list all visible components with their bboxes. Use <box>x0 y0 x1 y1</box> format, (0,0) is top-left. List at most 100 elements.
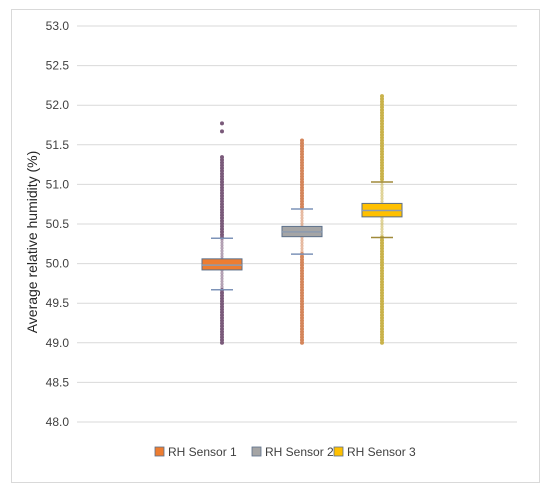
outlier-point <box>300 268 304 273</box>
data-point <box>220 279 224 284</box>
outlier-point <box>220 180 224 185</box>
outlier-point <box>380 174 384 179</box>
outlier-point <box>380 166 384 171</box>
data-point <box>220 254 224 259</box>
chart-frame: 48.0 48.5 49.0 49.5 50.0 50.5 51.0 51.5 52.0 52.5… <box>11 9 540 483</box>
legend-label: RH Sensor 3 <box>347 445 416 459</box>
outlier-point <box>380 274 384 279</box>
outlier-point <box>300 332 304 337</box>
y-tick-label: 53.0 <box>46 19 70 33</box>
outlier-point <box>300 271 304 276</box>
legend-swatch <box>333 446 344 457</box>
outlier-point <box>380 141 384 146</box>
data-point <box>380 219 384 223</box>
outlier-point <box>220 163 224 168</box>
outlier-point <box>220 196 224 201</box>
outlier-point <box>380 293 384 298</box>
outlier-point <box>380 285 384 290</box>
y-tick-label: 52.0 <box>46 98 70 112</box>
outlier-point <box>300 199 304 204</box>
outlier-point <box>220 199 224 204</box>
outlier-point <box>300 188 304 193</box>
outlier-point <box>300 166 304 171</box>
outlier-point <box>220 185 224 190</box>
data-point <box>380 194 384 198</box>
outlier-point <box>300 260 304 265</box>
outlier-point <box>300 282 304 287</box>
outlier-point <box>380 326 384 331</box>
outlier-point <box>300 315 304 320</box>
outlier-point <box>300 296 304 301</box>
legend-swatch <box>154 446 165 457</box>
outlier-point <box>380 241 384 246</box>
outlier-point <box>220 227 224 232</box>
outlier-point <box>220 318 224 323</box>
outlier-point <box>380 138 384 143</box>
gridlines <box>77 25 517 423</box>
outlier-point <box>300 290 304 295</box>
outlier-point <box>380 119 384 124</box>
outlier-point <box>380 321 384 326</box>
outlier-point <box>380 277 384 282</box>
outlier-point <box>300 304 304 309</box>
y-axis-title: Average relative humidity (%) <box>24 151 40 334</box>
outlier-point <box>220 290 224 295</box>
box-series-3 <box>361 94 403 345</box>
data-point <box>220 243 224 247</box>
outlier-point <box>220 193 224 198</box>
outlier-point <box>380 243 384 248</box>
outlier-point <box>380 246 384 251</box>
outlier-point <box>380 249 384 254</box>
outlier-point <box>300 318 304 323</box>
outlier-point <box>380 265 384 270</box>
data-point <box>300 210 304 215</box>
data-point <box>380 230 384 234</box>
outlier-point <box>220 299 224 304</box>
outlier-point <box>300 180 304 185</box>
outlier-point <box>300 163 304 168</box>
outlier-point <box>300 152 304 157</box>
data-point <box>380 199 384 204</box>
data-point <box>220 241 224 245</box>
outlier-point <box>380 96 384 101</box>
outlier-point <box>380 254 384 259</box>
outlier-point <box>380 107 384 112</box>
outlier-point <box>220 229 224 234</box>
y-tick-label: 49.0 <box>46 336 70 350</box>
outlier-point <box>220 321 224 326</box>
outlier-point <box>300 171 304 176</box>
outlier-point <box>300 288 304 293</box>
outlier-point <box>380 313 384 318</box>
outlier-point <box>220 307 224 312</box>
outlier-point <box>220 338 224 343</box>
y-tick-label: 51.5 <box>46 138 70 152</box>
outlier-point <box>300 185 304 190</box>
outlier-point <box>380 113 384 118</box>
outlier-point <box>220 304 224 309</box>
outlier-point <box>380 290 384 295</box>
outlier-point <box>380 324 384 329</box>
y-tick-label: 48.5 <box>46 375 70 389</box>
outlier-point <box>220 121 224 126</box>
data-point <box>380 188 384 192</box>
box-series-2 <box>281 138 323 345</box>
outlier-point <box>220 157 224 162</box>
y-tick-label: 49.5 <box>46 296 70 310</box>
outlier-point <box>300 146 304 151</box>
outlier-point <box>380 116 384 121</box>
outlier-point <box>220 182 224 187</box>
outlier-point <box>300 335 304 340</box>
data-point <box>220 249 224 253</box>
outlier-point <box>300 174 304 179</box>
outlier-point <box>380 307 384 312</box>
outlier-point <box>380 318 384 323</box>
data-point <box>220 271 224 275</box>
outlier-point <box>380 257 384 262</box>
data-point <box>300 244 304 248</box>
data-point <box>300 241 304 245</box>
outlier-point <box>380 335 384 340</box>
data-point <box>300 216 304 220</box>
outlier-point <box>380 238 384 243</box>
outlier-point <box>220 315 224 320</box>
outlier-point <box>220 174 224 179</box>
